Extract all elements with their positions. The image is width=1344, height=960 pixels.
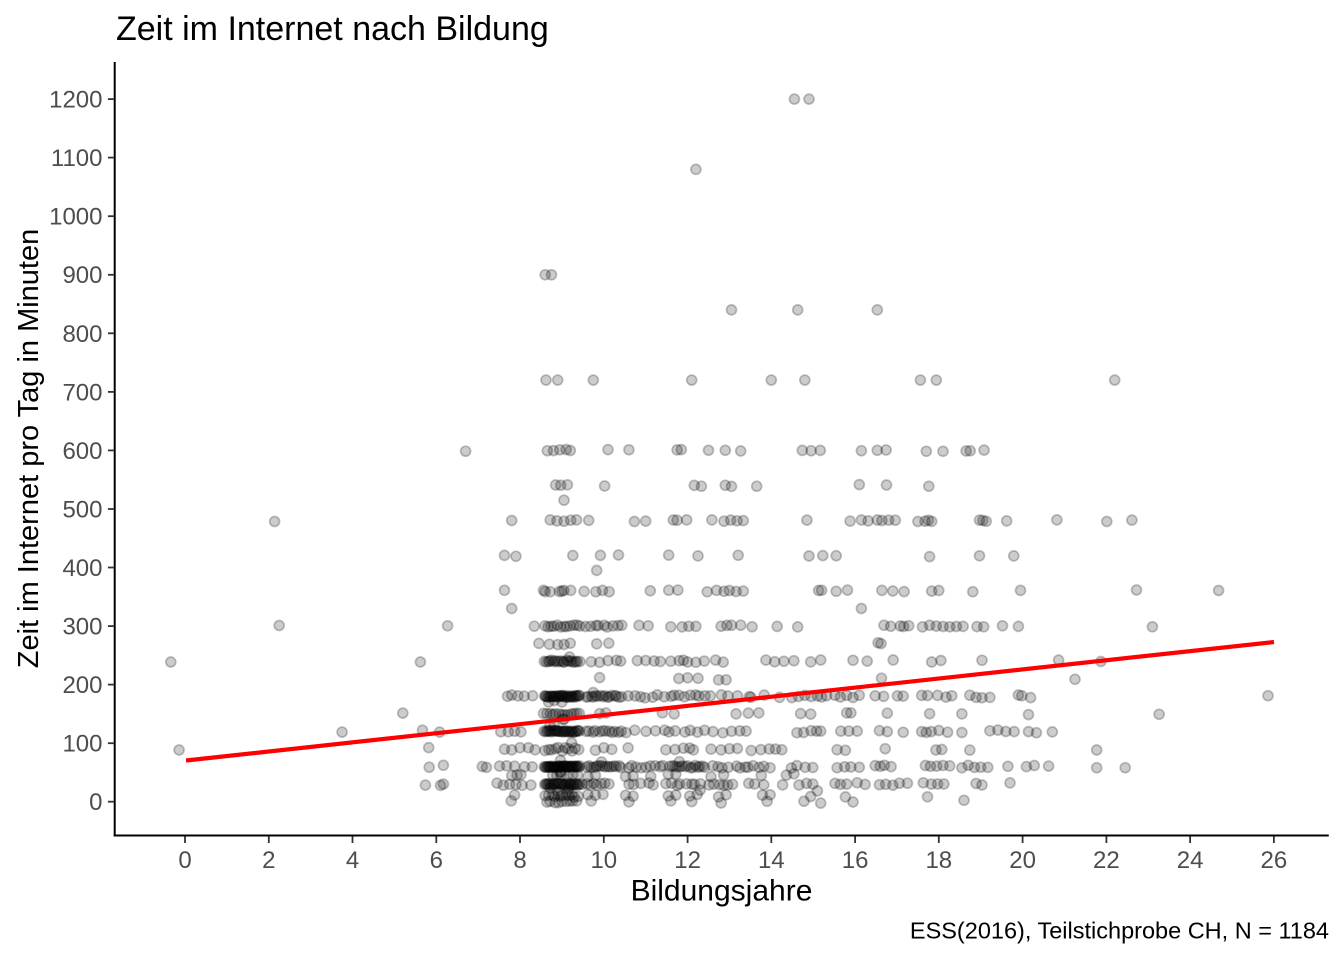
svg-text:1000: 1000 xyxy=(49,204,102,231)
svg-text:100: 100 xyxy=(62,731,102,758)
svg-text:Bildungsjahre: Bildungsjahre xyxy=(631,875,813,908)
svg-text:12: 12 xyxy=(674,847,701,874)
svg-text:22: 22 xyxy=(1093,847,1120,874)
svg-text:20: 20 xyxy=(1009,847,1036,874)
svg-text:300: 300 xyxy=(62,614,102,641)
svg-text:2: 2 xyxy=(262,847,275,874)
svg-text:4: 4 xyxy=(346,847,359,874)
svg-text:6: 6 xyxy=(430,847,443,874)
svg-text:900: 900 xyxy=(62,262,102,289)
svg-text:ESS(2016), Teilstichprobe CH,: ESS(2016), Teilstichprobe CH, N = 1184 xyxy=(910,918,1329,944)
svg-text:Zeit im Internet nach Bildung: Zeit im Internet nach Bildung xyxy=(116,10,549,48)
svg-text:18: 18 xyxy=(925,847,952,874)
svg-text:16: 16 xyxy=(842,847,869,874)
svg-text:400: 400 xyxy=(62,555,102,582)
svg-text:8: 8 xyxy=(513,847,526,874)
svg-text:26: 26 xyxy=(1261,847,1288,874)
svg-text:200: 200 xyxy=(62,672,102,699)
svg-text:0: 0 xyxy=(89,789,102,816)
svg-text:10: 10 xyxy=(590,847,617,874)
svg-text:600: 600 xyxy=(62,438,102,465)
svg-text:700: 700 xyxy=(62,379,102,406)
svg-text:1100: 1100 xyxy=(51,145,103,172)
svg-text:800: 800 xyxy=(62,321,102,348)
svg-text:0: 0 xyxy=(178,847,191,874)
svg-text:24: 24 xyxy=(1177,847,1204,874)
svg-text:14: 14 xyxy=(758,847,785,874)
svg-text:500: 500 xyxy=(62,497,102,524)
svg-text:1200: 1200 xyxy=(49,87,102,114)
svg-text:Zeit im Internet pro Tag in Mi: Zeit im Internet pro Tag in Minuten xyxy=(13,229,45,669)
